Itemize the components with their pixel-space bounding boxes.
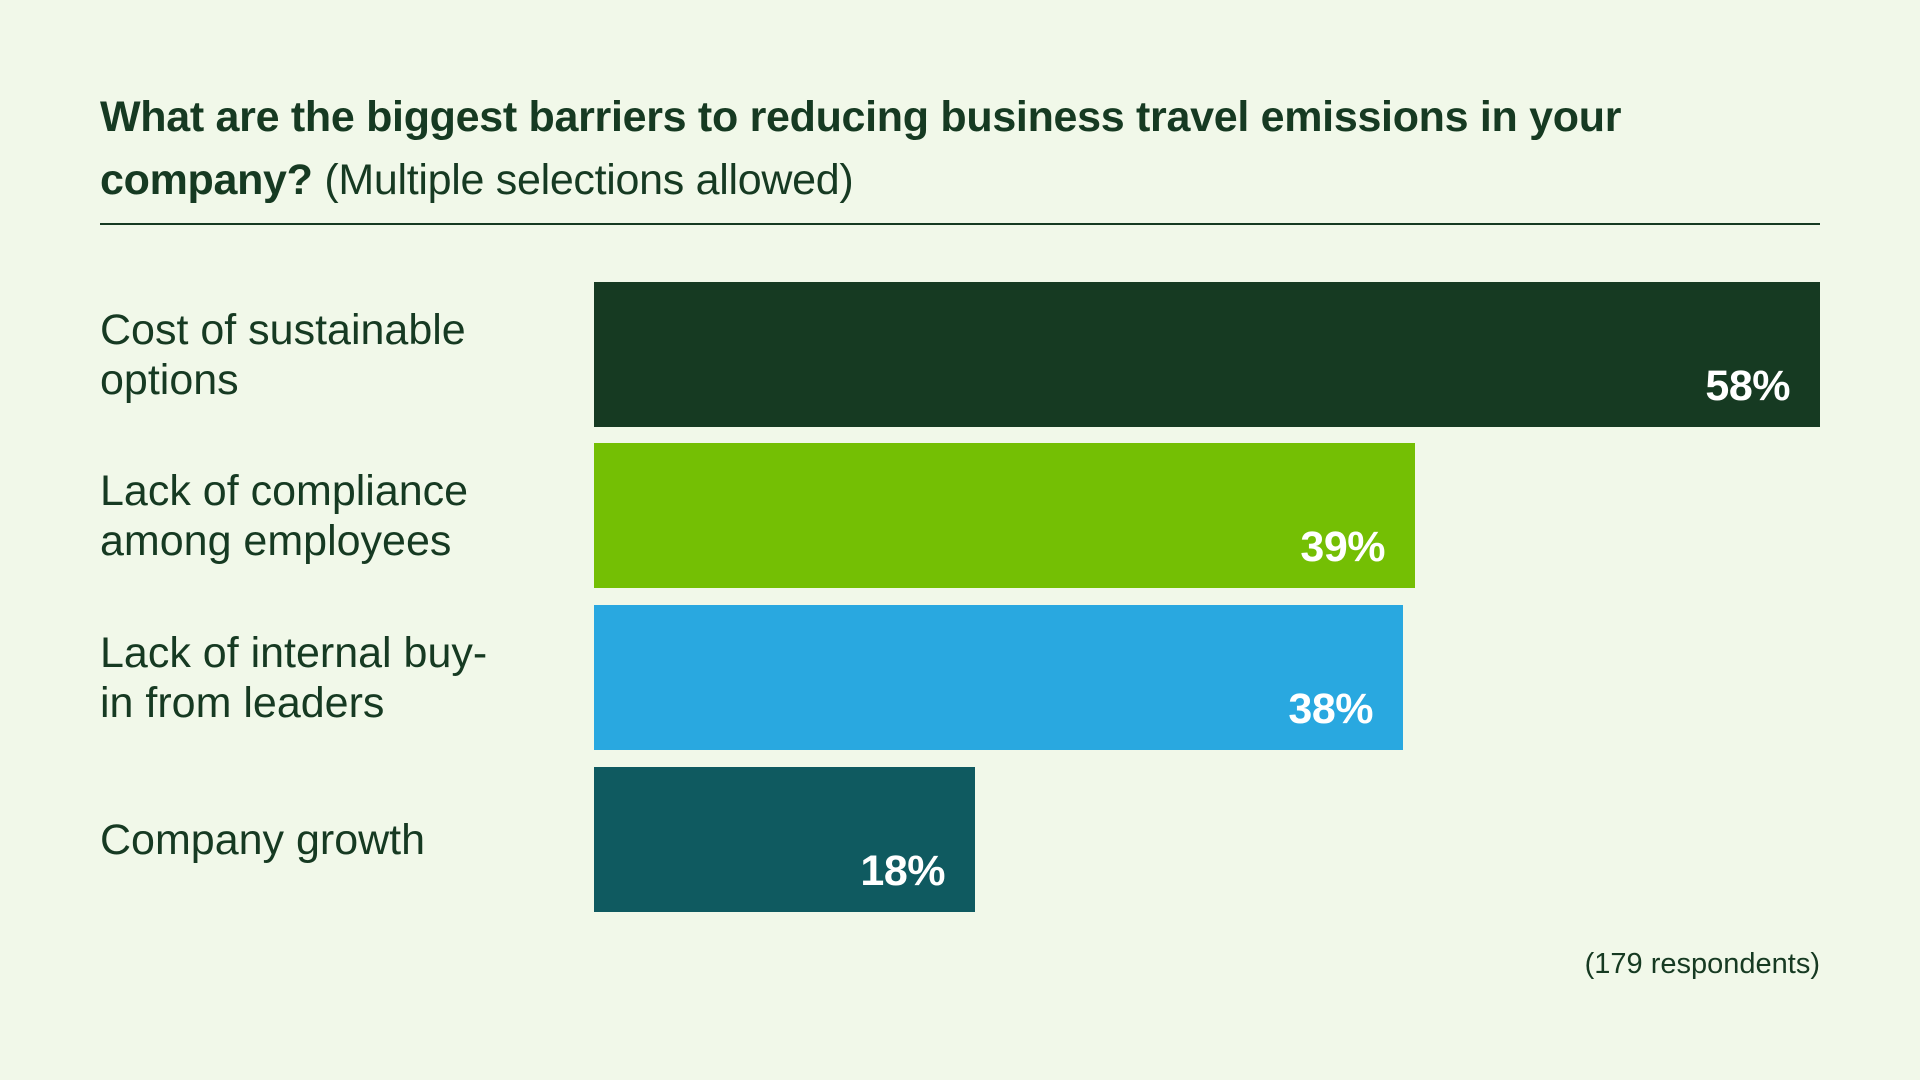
bar-row: Cost of sustainable options 58%	[0, 282, 1920, 427]
category-label: Lack of internal buy-in from leaders	[100, 605, 560, 750]
bar-company-growth: 18%	[594, 767, 975, 912]
category-label-text: Lack of compliance among employees	[100, 466, 469, 565]
bar-value-label: 58%	[1705, 362, 1790, 410]
bar-value-label: 18%	[860, 847, 945, 895]
category-label: Lack of compliance among employees	[100, 443, 560, 588]
bar-row: Lack of compliance among employees 39%	[0, 443, 1920, 588]
bar-lack-of-compliance: 39%	[594, 443, 1415, 588]
title-divider	[100, 223, 1820, 225]
bar-row: Company growth 18%	[0, 767, 1920, 912]
bar-cost-of-sustainable-options: 58%	[594, 282, 1820, 427]
category-label-text: Company growth	[100, 815, 426, 864]
category-label: Company growth	[100, 767, 560, 912]
bar-value-label: 39%	[1300, 523, 1385, 571]
bar-value-label: 38%	[1288, 685, 1373, 733]
bar-lack-of-buy-in: 38%	[594, 605, 1403, 750]
bar-row: Lack of internal buy-in from leaders 38%	[0, 605, 1920, 750]
category-label: Cost of sustainable options	[100, 282, 560, 427]
chart-question: What are the biggest barriers to reducin…	[100, 93, 1622, 204]
category-label-text: Cost of sustainable options	[100, 305, 466, 404]
chart-note: (Multiple selections allowed)	[324, 156, 854, 204]
chart-title: What are the biggest barriers to reducin…	[100, 86, 1820, 212]
respondents-footnote: (179 respondents)	[1584, 948, 1820, 980]
category-label-text: Lack of internal buy-in from leaders	[100, 628, 488, 727]
